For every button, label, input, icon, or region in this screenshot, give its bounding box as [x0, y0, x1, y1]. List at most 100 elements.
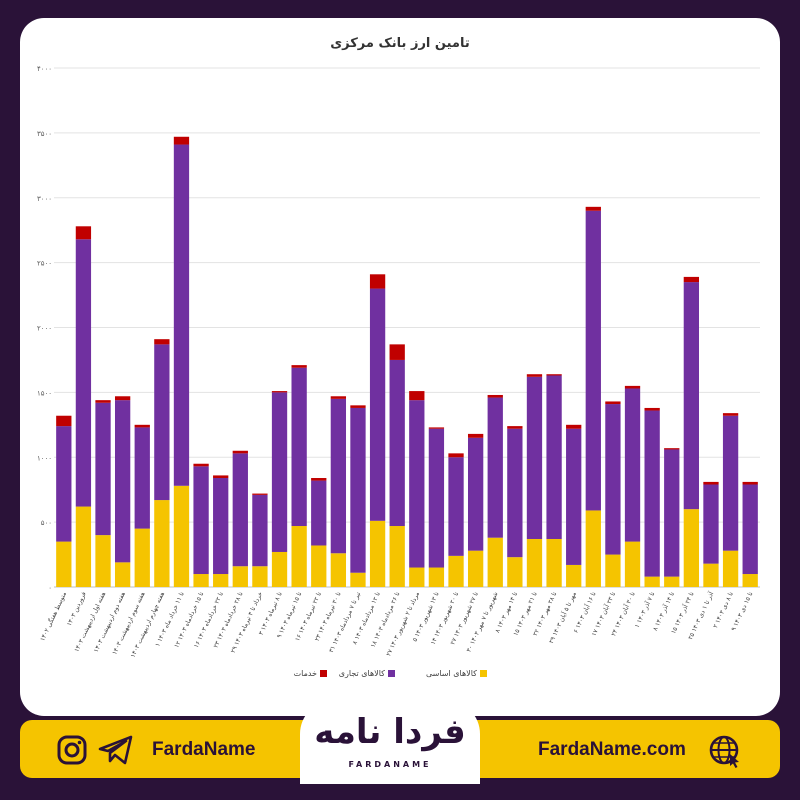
bar-segment-services — [742, 481, 758, 485]
bar-segment-commercial-goods — [546, 375, 562, 539]
bar-segment-basic-goods — [467, 550, 484, 587]
bar-segment-basic-goods — [193, 574, 209, 587]
bar-segment-commercial-goods — [311, 480, 327, 546]
bar-segment-basic-goods — [56, 541, 72, 587]
brand-name: FardaName — [152, 739, 256, 760]
bar-segment-services — [271, 391, 288, 393]
bar-segment-commercial-goods — [330, 398, 347, 554]
bar-segment-basic-goods — [566, 564, 582, 587]
bar-segment-commercial-goods — [526, 376, 543, 539]
bar-segment-services — [722, 413, 739, 416]
bar-segment-basic-goods — [507, 557, 523, 587]
bar-segment-commercial-goods — [369, 288, 386, 521]
y-tick-label: ۳۰۰۰ — [37, 195, 52, 203]
bar-segment-commercial-goods — [722, 415, 739, 551]
bar-segment-commercial-goods — [95, 402, 111, 536]
globe-icon[interactable] — [708, 734, 742, 768]
bar-segment-services — [213, 475, 229, 479]
bar-segment-basic-goods — [605, 554, 621, 587]
bar-segment-services — [703, 481, 719, 485]
bar-segment-commercial-goods — [585, 210, 601, 511]
chart-title: تامین ارز بانک مرکزی — [330, 36, 470, 51]
bar-segment-services — [173, 136, 190, 145]
logo-subtext: FARDANAME — [348, 760, 432, 769]
bar-segment-basic-goods — [213, 574, 229, 587]
bar-segment-commercial-goods — [56, 426, 72, 542]
website-url[interactable]: FardaName.com — [538, 739, 686, 760]
bar-segment-basic-goods — [585, 510, 601, 587]
bar-segment-services — [389, 344, 405, 360]
bar-segment-basic-goods — [722, 550, 739, 587]
legend-label: کالاهای اساسی — [426, 669, 477, 678]
legend-swatch — [388, 670, 395, 677]
bar-segment-services — [487, 394, 503, 398]
telegram-icon[interactable] — [98, 734, 134, 766]
bar-segment-commercial-goods — [75, 239, 92, 507]
bar-segment-commercial-goods — [154, 344, 170, 501]
y-tick-label: ۱۰۰۰ — [37, 454, 52, 462]
bar-segment-commercial-goods — [448, 457, 464, 556]
bar-segment-basic-goods — [134, 528, 150, 587]
bar-segment-commercial-goods — [173, 144, 190, 486]
bar-segment-basic-goods — [487, 537, 503, 587]
chart-card: تامین ارز بانک مرکزی ۰ ۵۰۰ ۱۰۰۰ ۱۵۰۰ ۲۰۰۰ ۲۵۰… — [20, 18, 780, 716]
y-tick-label: ۲۵۰۰ — [37, 260, 52, 268]
bar-segment-services — [546, 374, 562, 376]
y-tick-label: ۱۵۰۰ — [37, 389, 52, 397]
bar-segment-commercial-goods — [409, 400, 425, 568]
bar-segment-commercial-goods — [291, 367, 307, 527]
y-tick-label: ۰ — [48, 584, 52, 592]
bar-segment-services — [252, 493, 268, 495]
bar-segment-services — [114, 396, 131, 401]
bar-segment-basic-goods — [389, 526, 405, 587]
bar-segment-commercial-goods — [134, 427, 150, 529]
bar-segment-commercial-goods — [683, 282, 700, 510]
bar-segment-basic-goods — [526, 538, 543, 587]
legend-swatch — [480, 670, 487, 677]
bar-segment-services — [311, 478, 327, 481]
bar-segment-services — [585, 206, 601, 211]
bar-segment-services — [664, 448, 680, 450]
bar-segment-basic-goods — [271, 551, 288, 587]
bar-segment-basic-goods — [350, 572, 366, 587]
bar-segment-basic-goods — [742, 574, 758, 587]
bar-segment-commercial-goods — [566, 428, 582, 565]
bar-segment-commercial-goods — [114, 400, 131, 563]
bar-segment-basic-goods — [546, 538, 562, 587]
bar-segment-basic-goods — [369, 520, 386, 587]
legend-swatch — [320, 670, 327, 677]
bar-segment-commercial-goods — [664, 449, 680, 577]
logo-text: فردا نامه — [314, 712, 467, 752]
legend-label: خدمات — [294, 669, 317, 678]
bar-segment-services — [507, 426, 523, 429]
y-tick-label: ۲۰۰۰ — [37, 325, 52, 333]
instagram-icon[interactable] — [56, 734, 88, 766]
bar-segment-services — [526, 374, 543, 377]
bar-segment-commercial-goods — [252, 494, 268, 567]
x-tick-label: ۲ تا ۸ دی ۱۴۰۳ — [712, 591, 735, 630]
x-tick-label: ۹ تا ۱۵ دی ۱۴۰۳ — [730, 591, 754, 633]
y-tick-label: ۵۰۰ — [41, 519, 52, 527]
bar-segment-services — [448, 453, 464, 458]
bar-segment-services — [428, 427, 445, 429]
bar-segment-basic-goods — [703, 563, 719, 587]
bar-segment-commercial-goods — [193, 466, 209, 575]
bar-segment-services — [566, 424, 582, 429]
bar-segment-commercial-goods — [389, 359, 405, 527]
bar-segment-commercial-goods — [271, 392, 288, 552]
bar-segment-commercial-goods — [624, 388, 641, 542]
bar-segment-basic-goods — [95, 535, 111, 587]
y-tick-label: ۳۵۰۰ — [37, 130, 52, 138]
bar-segment-services — [291, 365, 307, 368]
bar-segment-services — [193, 463, 209, 467]
bar-segment-commercial-goods — [232, 453, 248, 567]
bar-segment-commercial-goods — [507, 428, 523, 558]
bar-segment-services — [369, 274, 386, 289]
bar-segment-basic-goods — [252, 566, 268, 587]
bar-segment-basic-goods — [664, 576, 680, 587]
bar-segment-basic-goods — [173, 485, 190, 587]
bar-segment-services — [134, 424, 150, 428]
bar-segment-commercial-goods — [644, 410, 660, 577]
bar-segment-services — [95, 400, 111, 403]
bar-segment-services — [624, 385, 641, 389]
